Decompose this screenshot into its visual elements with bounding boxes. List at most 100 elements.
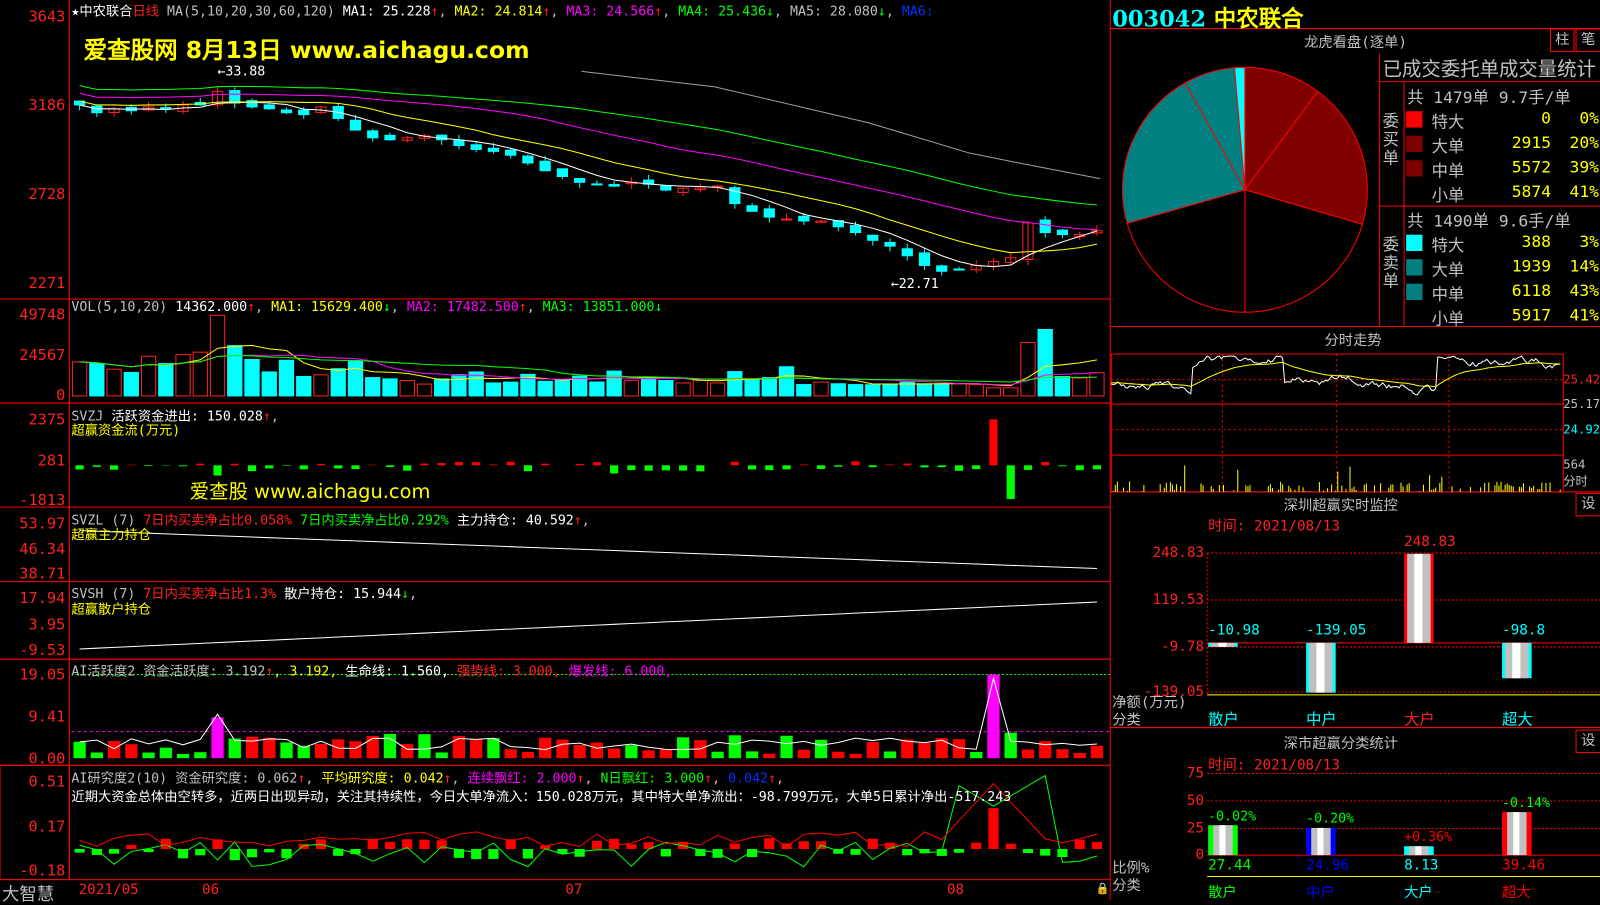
sz-monitor-title: 深圳超赢实时监控 [1284,495,1398,515]
y-tick: -139.05 [1122,684,1204,700]
lock-icon[interactable]: 🔒 [1096,882,1110,895]
ai-research-header: AI研究度2(10) 资金研究度: 0.062↑, 平均研究度: 0.042↑,… [71,767,784,786]
activity-bar [1005,733,1017,759]
order-type-label: 大单 [1432,256,1465,280]
y-tick: 248.83 [1122,545,1204,561]
activity-bar [487,738,499,758]
bar-highlight [1415,846,1421,855]
order-side-label: 委卖单 [1383,236,1401,291]
volume-bar [659,381,673,396]
favorite-star-icon[interactable]: ★ [71,4,79,19]
volume-header: VOL(5,10,20) 14362.000↑, MA1: 15629.400↓… [71,300,662,315]
fund-flow-bar [282,465,290,466]
settings-button[interactable]: 设 [1576,493,1600,516]
fund-flow-bar [265,465,273,468]
order-percent: 3% [1556,232,1599,251]
fund-flow-bar [748,465,756,469]
volume-ma3: MA3: 13851.000 [543,300,655,315]
legend-swatch [1406,235,1422,251]
volume-bar [348,361,362,396]
down-arrow-icon: ↓ [878,4,886,19]
volume-bar [417,384,431,396]
activity-bar [384,734,396,758]
order-type-label: 小单 [1432,182,1465,206]
volume-bar [504,382,518,396]
category-label: 中户 [1306,708,1337,729]
legend-swatch [1406,284,1422,300]
candlestick [661,186,671,190]
candlestick [92,106,102,113]
down-arrow-icon: ↓ [383,300,391,315]
fund-flow-bar [438,463,446,465]
volume-bar [590,382,604,396]
volume-bar [159,364,173,396]
ma3-value: MA3: 24.566 [566,4,654,19]
fund-flow-bar [196,464,204,466]
volume-bar [607,371,621,396]
volume-bar [245,359,259,395]
candlestick [281,110,291,113]
sz-monitor-xlabel: 分类 [1112,709,1141,729]
bar-mode-button[interactable]: 柱 [1550,29,1574,52]
order-volume: 1939 [1469,256,1551,275]
volume-bar [935,384,949,396]
activity-bar [677,737,689,758]
intraday-title: 分时走势 [1324,330,1381,350]
candlestick [161,108,171,109]
category-label: 大户 [1404,708,1435,729]
fund-flow-bar [231,464,239,466]
volume-bar [124,372,138,395]
candlestick [575,179,585,183]
volume-bar [1090,373,1104,396]
volume-bar [228,346,242,396]
tick-mode-button[interactable]: 笔 [1576,29,1600,52]
volume-bar [986,388,1000,396]
ai-research-comment: 近期大资金总体由空转多，近两日出现异动，关注其持续性，今日大单净流入：150.0… [71,786,1011,805]
fund-flow-bar [955,465,963,470]
candlestick [781,219,791,220]
volume-bar [279,360,293,396]
fund-flow-bar [455,462,463,465]
fund-flow-bar [403,465,411,470]
research-bar [902,849,912,855]
y-tick: -1813 [0,493,65,508]
candlestick [850,226,860,233]
category-label: 散户 [1208,708,1239,729]
research-bar [661,849,671,856]
watermark-secondary: 爱查股 www.aichagu.com [190,477,431,505]
fund-flow-bar [1076,465,1084,470]
research-bar [954,849,964,853]
research-bar [799,841,809,849]
volume-bar [710,383,724,396]
fund-flow-bar [851,461,859,465]
y-tick: 25 [1122,820,1204,836]
activity-bar [522,752,534,758]
candlestick [299,110,309,114]
order-percent: 14% [1556,256,1599,275]
activity-bar [763,754,775,759]
fund-flow-bar [317,464,325,465]
ai-research-title: AI研究度2(10) 资金研究度: 0.062 [71,771,297,786]
research-bar [626,844,636,849]
ratio-value-label: 8.13 [1404,857,1438,873]
y-tick: 0 [1122,847,1204,863]
volume-bar [745,380,759,396]
ai-active-strong: 强势线: 3.000, [457,664,561,679]
change-label: -0.20% [1306,812,1354,827]
svsh-subtitle: 超赢散户持仓 [71,598,151,617]
period-label[interactable]: 日线 [132,4,159,19]
date-label: 07 [565,882,582,898]
activity-bar [73,742,85,758]
candlestick [747,206,757,212]
settings-button[interactable]: 设 [1576,730,1600,753]
fund-flow-bar [93,465,101,467]
research-bar [161,839,171,849]
candlestick [230,91,240,103]
volume-bar [1055,376,1069,395]
candlestick [540,161,550,170]
fund-flow-bar [541,464,549,466]
volume-bar [538,381,552,396]
activity-bar [660,749,672,758]
volume-bar [866,385,880,396]
